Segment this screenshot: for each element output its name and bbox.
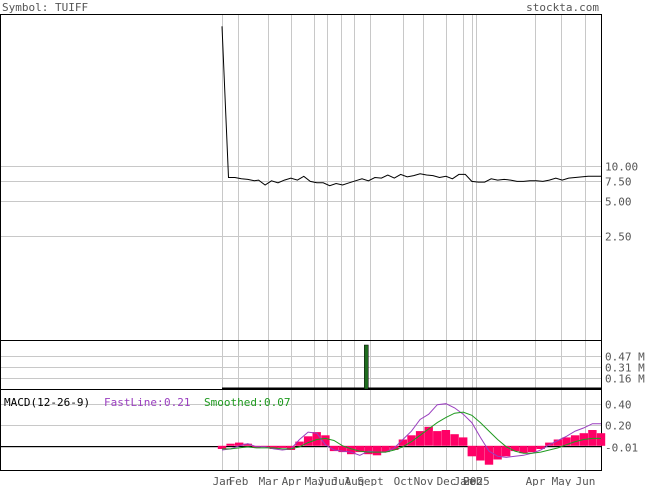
volume-panel: 0.47 M0.31 M0.16 M [0,340,645,390]
macd-histogram-bar [338,445,347,453]
macd-histogram-bar [562,437,571,446]
price-line [221,26,601,187]
macd-histogram-bar [329,445,339,452]
macd-histogram-bar [321,435,330,446]
month-label: Feb [229,475,249,486]
smoothed-label: Smoothed: [204,396,264,409]
macd-histogram-bar [235,442,244,446]
price-tick-label: 5.00 [605,196,632,209]
macd-histogram-bar [493,445,502,460]
month-label: 2025 [463,475,490,486]
macd-tick-label: -0.01 [605,442,638,455]
macd-histogram-bar [502,445,511,457]
price-tick-label: 10.00 [605,161,638,174]
volume-tick-label: 0.16 M [605,373,645,386]
macd-histogram-bar [226,443,235,446]
macd-smoothed-line [222,411,601,454]
macd-histogram-bar [364,445,373,455]
smoothed-value: 0.07 [264,396,291,409]
month-label: Jan [454,475,474,486]
month-label: Aug [345,475,365,486]
macd-histogram-bar [527,445,537,453]
fastline-value: 0.21 [164,396,191,409]
macd-histogram-bar [459,437,468,446]
macd-histogram-bar [217,445,227,449]
month-label: Apr [526,475,546,486]
month-label: Feb [463,475,483,486]
macd-histogram-bar [433,431,442,446]
macd-title: MACD(12-26-9) [4,396,90,409]
macd-histogram-bar [381,445,390,453]
month-label: Mar [259,475,279,486]
macd-histogram-bar [596,433,606,446]
fastline-label: FastLine: [104,396,164,409]
macd-histogram-bar [286,445,296,450]
macd-histogram-bar [243,443,252,446]
macd-histogram-bar [407,435,416,446]
macd-histogram-bar [484,445,494,465]
month-label: Nov [414,475,434,486]
month-label: Oct [394,475,414,486]
price-tick-label: 2.50 [605,231,632,244]
macd-histogram-bar [467,445,476,457]
macd-fastline [221,403,601,458]
volume-panel-frame [0,340,602,390]
volume-bar [364,344,369,390]
macd-panel-frame [0,389,602,471]
macd-tick-label: 0.20 [605,420,632,433]
site-label: stockta.com [526,1,599,14]
macd-histogram-bar [536,445,545,449]
macd-histogram-bar [295,441,304,446]
macd-tick-label: 0.40 [605,399,632,412]
month-label: Sept [357,475,384,486]
macd-histogram-bar [347,445,356,455]
macd-histogram-bar [415,431,425,446]
macd-histogram-bar [519,445,528,454]
macd-histogram-bar [278,445,287,448]
macd-histogram-bar [510,445,520,452]
month-label: Apr [282,475,302,486]
volume-tick-label: 0.31 M [605,362,645,375]
macd-panel: 0.40 0.20 -0.01 MACD(12-26-9) FastLine: 0.21 S… [0,389,638,471]
volume-tick-label: 0.47 M [605,351,645,364]
macd-histogram-bar [355,445,364,453]
macd-histogram-bar [424,426,433,446]
macd-histogram-bar [303,436,313,446]
month-label: Dec [437,475,457,486]
macd-histogram-bar [553,439,563,446]
macd-histogram-bar [312,432,321,446]
price-tick-label: 7.50 [605,176,632,189]
macd-histogram-bar [476,445,485,461]
symbol-label: Symbol: TUIFF [2,1,88,14]
month-label: Jul [332,475,352,486]
macd-histogram-bar [372,445,382,456]
price-panel: 10.00 7.50 5.00 2.50 [0,14,638,341]
month-label: Jan [213,475,233,486]
macd-histogram-bar [398,439,408,446]
macd-histogram-bar [441,430,451,446]
month-label: May [552,475,572,486]
month-label: Jun [318,475,338,486]
macd-histogram-bar [570,435,580,446]
month-label: May [305,475,325,486]
month-label: Jun [576,475,596,486]
macd-histogram-bar [450,434,459,446]
